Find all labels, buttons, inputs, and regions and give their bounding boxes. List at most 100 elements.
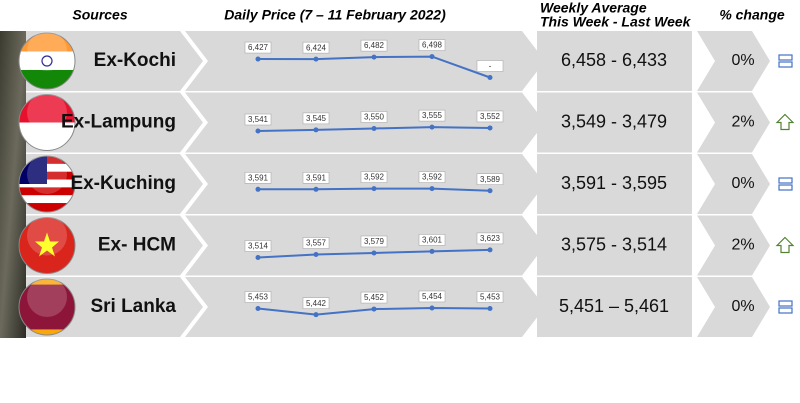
price-label-box	[244, 113, 272, 126]
change-cell	[697, 31, 770, 91]
change-cell	[697, 215, 770, 276]
pct-change: 2%	[731, 237, 754, 254]
price-label: 5,454	[422, 292, 443, 301]
source-label: Ex- HCM	[98, 235, 176, 256]
flag-rim	[18, 217, 76, 274]
pct-change: 0%	[731, 175, 754, 192]
weekly-cell	[537, 277, 692, 337]
weekly-average: 3,591 - 3,595	[561, 173, 667, 193]
flag-part	[19, 195, 75, 204]
price-label: 3,623	[480, 234, 501, 243]
price-label: 5,453	[248, 293, 269, 302]
flag-part	[19, 51, 75, 71]
price-label-box	[302, 297, 330, 309]
price-label: 6,498	[422, 41, 443, 50]
icon-bar	[778, 177, 793, 184]
price-label: 3,591	[248, 173, 269, 182]
price-label: 6,482	[364, 41, 385, 50]
flag-rim	[18, 94, 76, 151]
weekly-cell	[537, 92, 692, 153]
flag-part	[19, 69, 75, 89]
price-point	[255, 56, 261, 62]
price-label-box	[360, 111, 388, 123]
icon-bar	[778, 300, 793, 307]
price-label-box	[244, 291, 272, 303]
price-point	[487, 247, 493, 253]
price-point	[255, 186, 261, 192]
price-label-box	[302, 41, 330, 54]
price-cell	[185, 277, 545, 337]
price-label-box	[476, 173, 504, 185]
price-point	[313, 252, 319, 258]
pct-change: 0%	[731, 52, 754, 69]
flag	[19, 217, 75, 274]
price-point	[371, 54, 377, 60]
price-label-box	[360, 235, 388, 248]
icon-bar	[778, 184, 793, 191]
price-point	[371, 250, 377, 256]
price-point	[487, 306, 493, 312]
pct-change: 2%	[731, 114, 754, 131]
price-label: 5,453	[480, 293, 501, 302]
change-cell	[697, 154, 770, 214]
change-cell	[697, 92, 770, 153]
price-label-box	[418, 290, 446, 303]
price-label-box	[244, 240, 272, 252]
pct-change: 0%	[731, 298, 754, 315]
price-label: 3,557	[306, 239, 327, 248]
price-label: 3,550	[364, 113, 385, 122]
price-label-box	[244, 41, 272, 54]
flag	[19, 279, 75, 335]
change-cell	[697, 277, 770, 337]
price-label-box	[360, 171, 388, 183]
price-label: 3,579	[364, 237, 385, 246]
price-label-box	[302, 112, 330, 125]
flag-rim	[18, 278, 76, 336]
price-label-box	[418, 234, 446, 246]
weekly-average: 3,575 - 3,514	[561, 234, 667, 254]
header-weekly-average: Weekly Average	[540, 0, 647, 16]
flag-shine	[27, 92, 67, 133]
flag-rim	[18, 155, 76, 213]
price-point	[371, 306, 377, 312]
flag-lion	[45, 291, 65, 323]
source-label: Sri Lanka	[90, 296, 176, 317]
price-label-box	[418, 171, 446, 183]
price-label-box	[418, 39, 446, 51]
price-label: 5,442	[306, 299, 327, 308]
price-point	[313, 127, 319, 133]
flag-emblem	[41, 55, 53, 67]
header-weekly-average-sub: This Week - Last Week	[540, 14, 692, 30]
source-label: Ex-Lampung	[61, 112, 176, 133]
price-point	[313, 186, 319, 192]
flag-shine	[27, 277, 67, 317]
price-label: 3,552	[480, 112, 501, 121]
source-label: Ex-Kochi	[94, 50, 176, 71]
header-sources: Sources	[72, 7, 127, 23]
flag-part	[19, 33, 75, 53]
price-point	[313, 312, 319, 318]
price-label-box	[418, 109, 446, 122]
icon-bar	[778, 54, 793, 61]
source-label: Ex-Kuching	[70, 173, 176, 194]
price-label-box	[360, 291, 388, 304]
weekly-cell	[537, 31, 692, 91]
price-point	[487, 75, 493, 80]
flag	[19, 33, 75, 89]
price-label-box	[302, 172, 330, 184]
price-label: 3,592	[422, 173, 443, 182]
price-point	[487, 125, 493, 131]
weekly-cell	[537, 215, 692, 276]
icon-bar	[778, 307, 793, 314]
header-daily-price: Daily Price (7 – 11 February 2022)	[224, 7, 446, 23]
header-pct-change: % change	[719, 7, 785, 23]
price-label-box	[476, 60, 504, 72]
weekly-average: 6,458 - 6,433	[561, 50, 667, 70]
price-cell	[185, 154, 545, 214]
price-label: 3,555	[422, 111, 443, 120]
price-label: 3,514	[248, 242, 269, 251]
weekly-cell	[537, 154, 692, 214]
weekly-average: 3,549 - 3,479	[561, 111, 667, 131]
price-cell	[185, 31, 545, 91]
